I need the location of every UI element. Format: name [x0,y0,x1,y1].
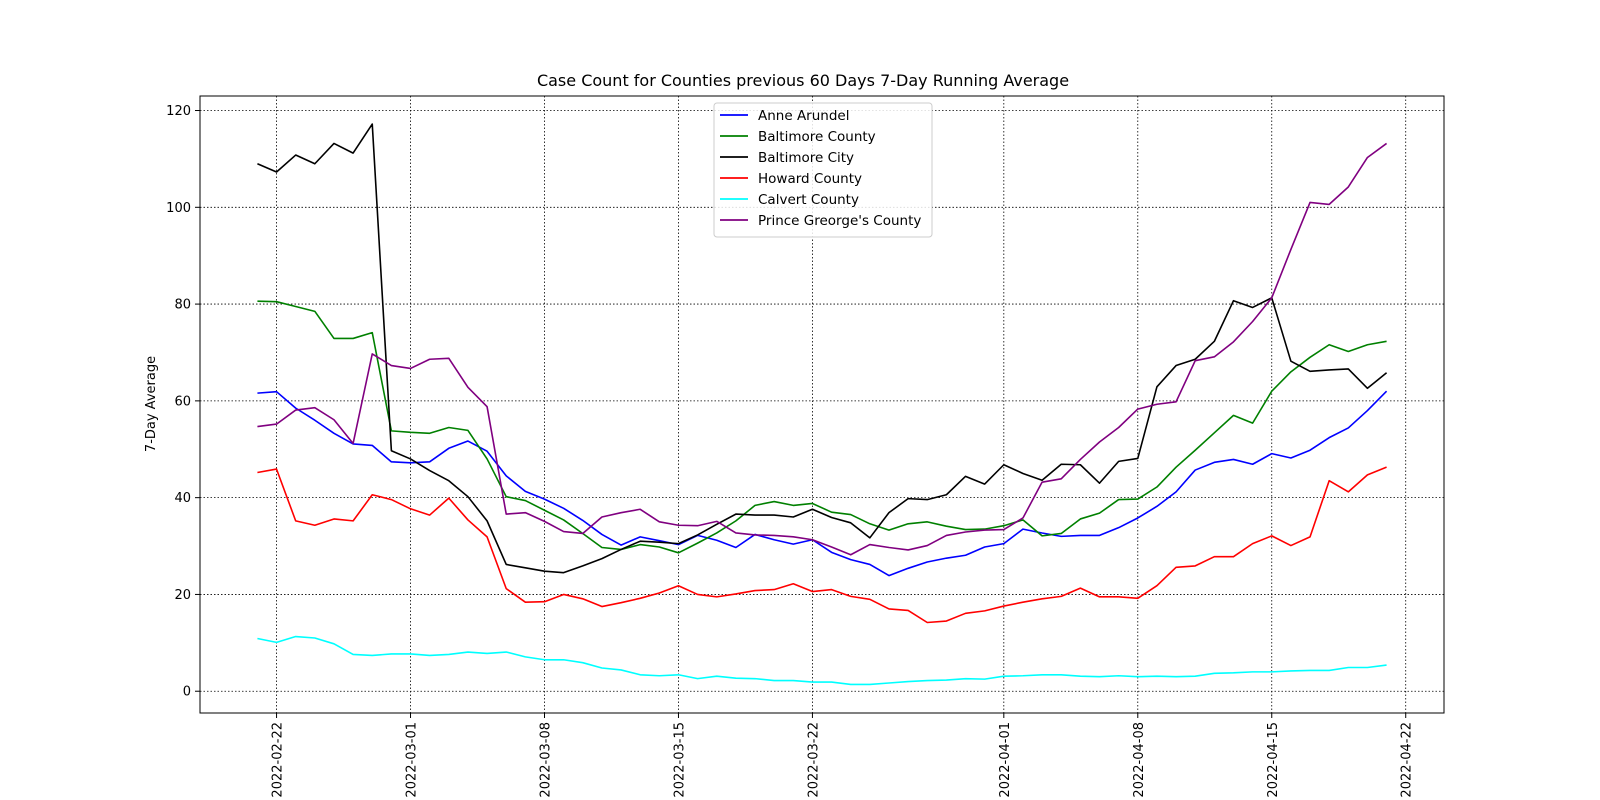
x-tick-label: 2022-03-08 [538,722,553,798]
x-tick-label: 2022-03-01 [405,722,420,798]
y-tick-label: 60 [174,394,191,409]
legend-entry: Baltimore County [758,129,876,145]
legend-entry: Baltimore City [758,150,854,166]
x-tick-label: 2022-04-22 [1400,722,1415,798]
y-tick-label: 100 [166,201,191,216]
legend-entry: Prince Greorge's County [758,213,921,229]
x-tick-label: 2022-02-22 [271,722,286,798]
x-tick-label: 2022-04-08 [1132,722,1147,798]
series-line-baltimore-city [257,123,1388,574]
grid [200,96,1444,713]
y-axis-label: 7-Day Average [144,356,159,452]
y-axis-ticks: 0 20 40 60 80 100 120 [166,104,200,700]
y-tick-label: 20 [174,588,191,603]
series-lines [257,123,1388,686]
legend-entry: Calvert County [758,192,859,208]
series-line-baltimore-county [257,300,1387,554]
legend: Anne Arundel Baltimore County Baltimore Ci… [713,102,933,238]
legend-entry: Anne Arundel [758,108,849,124]
x-tick-label: 2022-04-01 [998,722,1013,798]
y-tick-label: 80 [174,298,191,313]
series-line-anne-arundel [257,390,1388,577]
legend-entry: Howard County [758,171,862,187]
y-tick-label: 120 [166,104,191,119]
plot-frame [199,95,1445,714]
x-tick-label: 2022-03-15 [672,722,687,798]
legend-box [713,102,933,238]
x-axis-ticks: 2022-02-22 2022-03-01 2022-03-08 2022-03-15… [271,713,1415,798]
y-tick-label: 0 [183,685,191,700]
y-tick-label: 40 [174,491,191,506]
series-line-prince-greorge-s-county [257,142,1388,556]
x-tick-label: 2022-03-22 [806,722,821,798]
series-line-howard-county [257,466,1387,624]
x-tick-label: 2022-04-15 [1266,722,1281,798]
chart-title: Case Count for Counties previous 60 Days… [537,71,1069,90]
series-line-calvert-county [257,635,1387,686]
